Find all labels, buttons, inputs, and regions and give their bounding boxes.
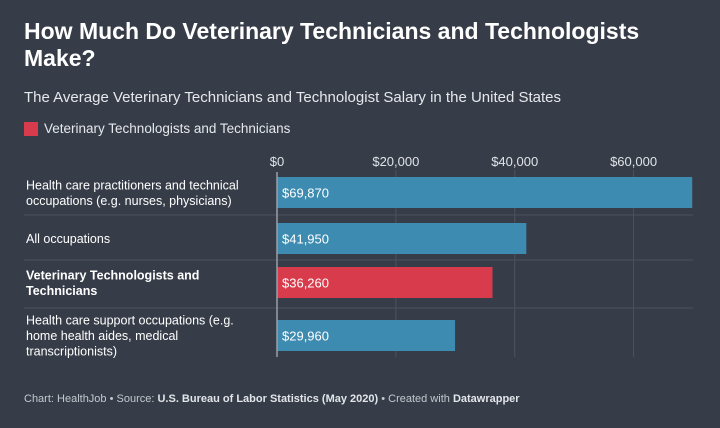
bar <box>277 223 527 254</box>
bar-value-label: $36,260 <box>282 276 329 291</box>
footer-prefix: Chart: HealthJob • Source: <box>24 393 158 405</box>
bar-value-label: $41,950 <box>282 232 329 247</box>
footer-middle: • Created with <box>378 393 453 405</box>
legend-label: Veterinary Technologists and Technicians <box>44 121 291 136</box>
footer-tool: Datawrapper <box>452 393 520 405</box>
category-label: Technicians <box>26 284 97 298</box>
bar-value-label: $29,960 <box>282 329 329 344</box>
chart-legend: Veterinary Technologists and Technicians <box>24 121 290 136</box>
bar <box>277 267 493 298</box>
category-label: All occupations <box>26 232 110 246</box>
bar-value-label: $69,870 <box>282 186 329 201</box>
chart-footer: Chart: HealthJob • Source: U.S. Bureau o… <box>24 393 520 405</box>
legend-swatch <box>24 121 38 136</box>
bar <box>277 320 456 351</box>
bar-chart: $0 $20,000 $40,000 $60,000 $69,870 Health car… <box>24 154 693 359</box>
chart-title: How Much Do Veterinary Technicians and T… <box>24 18 640 71</box>
x-tick-label: $20,000 <box>372 154 419 169</box>
category-label: occupations (e.g. nurses, physicians) <box>26 194 232 208</box>
x-tick-label: $0 <box>270 154 284 169</box>
bar <box>277 177 693 208</box>
x-tick-label: $40,000 <box>491 154 538 169</box>
category-label: Health care support occupations (e.g. <box>26 314 234 328</box>
category-label: home health aides, medical <box>26 329 178 343</box>
category-label: transcriptionists) <box>26 345 117 359</box>
category-label: Health care practitioners and technical <box>26 178 239 192</box>
chart-subtitle: The Average Veterinary Technicians and T… <box>24 89 562 106</box>
x-tick-label: $60,000 <box>610 154 657 169</box>
category-label: Veterinary Technologists and <box>26 268 199 282</box>
footer-source: U.S. Bureau of Labor Statistics (May 202… <box>157 393 379 405</box>
